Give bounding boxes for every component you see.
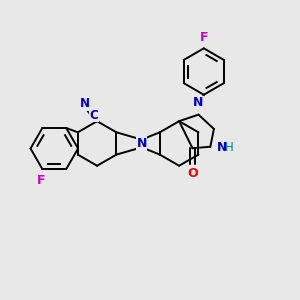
Text: F: F [200,31,208,44]
Text: O: O [187,167,198,180]
Text: N: N [80,97,90,110]
Text: N: N [136,137,147,150]
Text: N: N [217,141,227,154]
Text: C: C [89,109,98,122]
Text: H: H [225,141,234,154]
Text: F: F [37,174,45,187]
Text: N: N [193,96,203,109]
